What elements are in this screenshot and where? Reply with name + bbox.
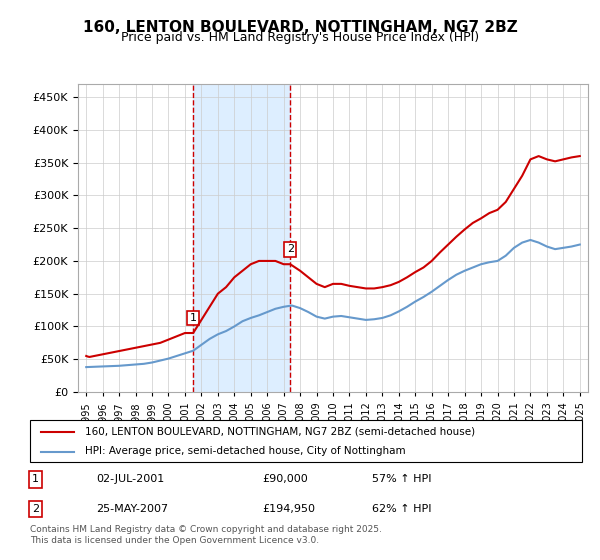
Text: 160, LENTON BOULEVARD, NOTTINGHAM, NG7 2BZ (semi-detached house): 160, LENTON BOULEVARD, NOTTINGHAM, NG7 2… <box>85 427 475 437</box>
Text: Price paid vs. HM Land Registry's House Price Index (HPI): Price paid vs. HM Land Registry's House … <box>121 31 479 44</box>
Bar <box>193 84 290 392</box>
Text: £194,950: £194,950 <box>262 504 315 514</box>
Text: 2: 2 <box>287 244 294 254</box>
Text: 1: 1 <box>190 313 197 323</box>
Text: £90,000: £90,000 <box>262 474 308 484</box>
FancyBboxPatch shape <box>30 420 582 462</box>
Text: 2: 2 <box>32 504 39 514</box>
Text: 57% ↑ HPI: 57% ↑ HPI <box>372 474 432 484</box>
Text: Contains HM Land Registry data © Crown copyright and database right 2025.
This d: Contains HM Land Registry data © Crown c… <box>30 525 382 545</box>
Text: HPI: Average price, semi-detached house, City of Nottingham: HPI: Average price, semi-detached house,… <box>85 446 406 456</box>
Text: 62% ↑ HPI: 62% ↑ HPI <box>372 504 432 514</box>
Text: 02-JUL-2001: 02-JUL-2001 <box>96 474 164 484</box>
Text: 160, LENTON BOULEVARD, NOTTINGHAM, NG7 2BZ: 160, LENTON BOULEVARD, NOTTINGHAM, NG7 2… <box>83 20 517 35</box>
Text: 25-MAY-2007: 25-MAY-2007 <box>96 504 169 514</box>
Text: 1: 1 <box>32 474 39 484</box>
